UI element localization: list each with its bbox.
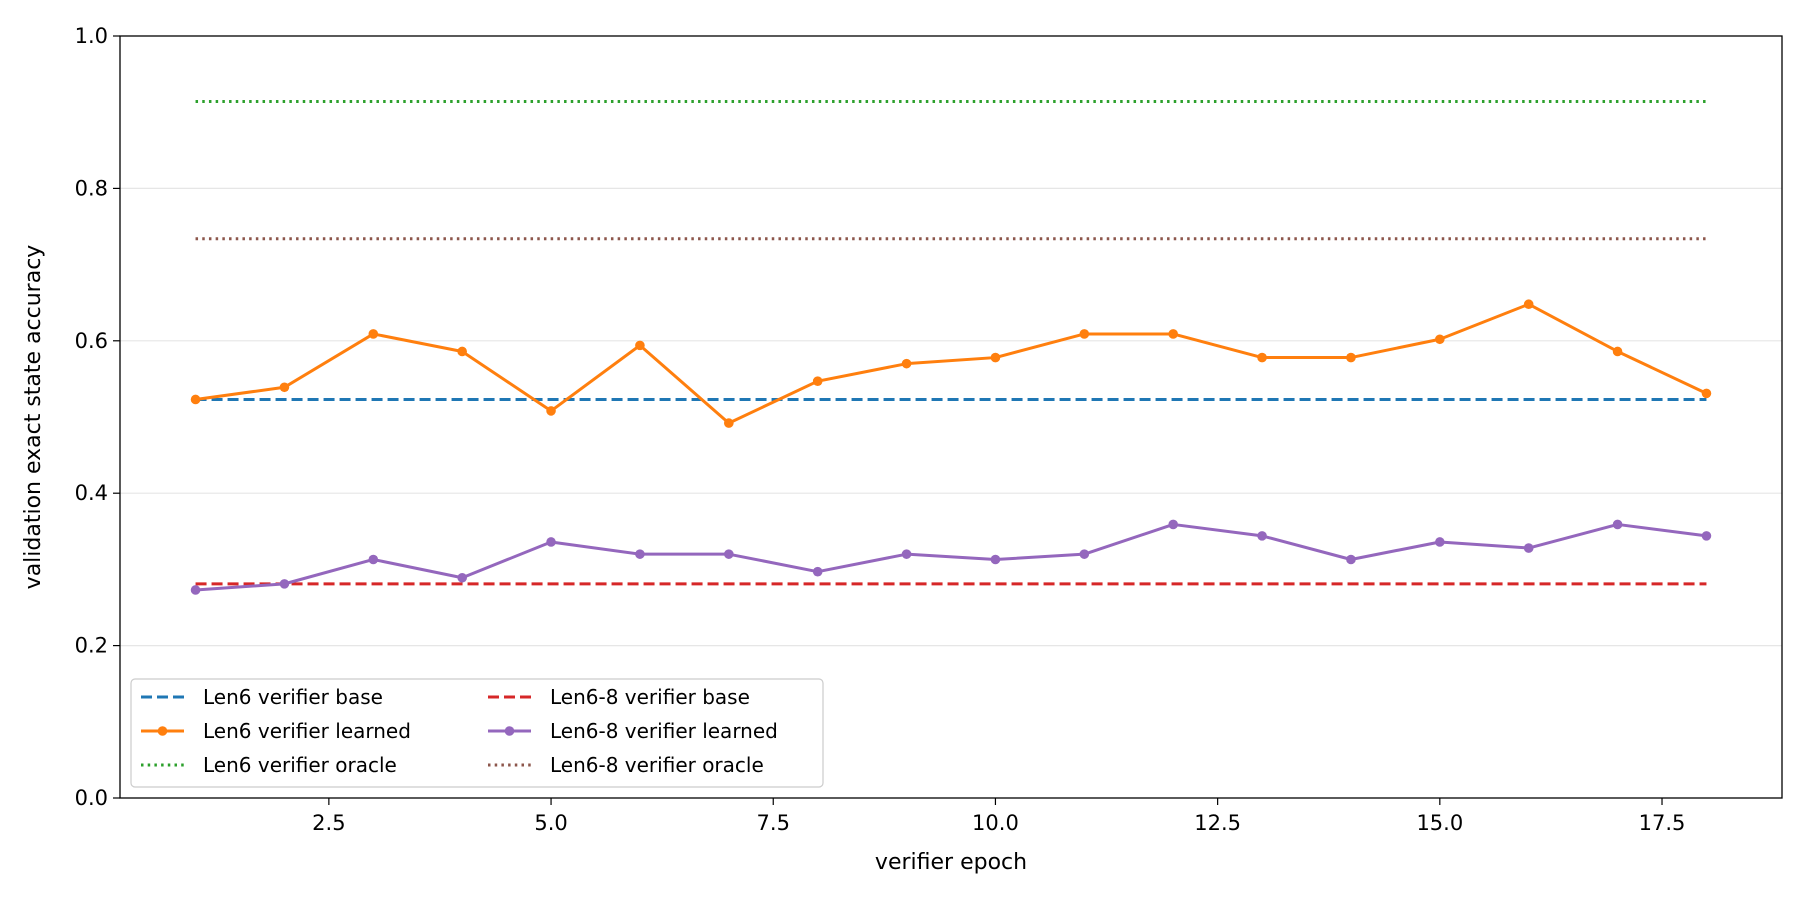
data-point [368,554,379,565]
data-point [1612,519,1623,530]
legend-item: Len6 verifier oracle [141,753,397,777]
series-len6-8-verifier-learned [190,519,1712,595]
legend-label: Len6-8 verifier learned [550,719,778,743]
data-point [457,572,467,583]
data-point [1523,299,1534,310]
x-tick-label: 10.0 [972,811,1019,835]
data-point [546,406,556,416]
data-point [635,549,645,559]
data-point [279,382,290,393]
data-point [812,566,823,577]
data-point [190,394,201,405]
data-point [724,549,734,559]
series-line [195,302,1708,425]
y-tick-label: 0.0 [75,786,108,810]
data-point [1168,329,1178,339]
data-point [635,340,645,351]
data-point [546,537,556,547]
legend-label: Len6 verifier learned [203,719,411,743]
series-len6-verifier-learned [190,299,1712,428]
data-point [1346,554,1356,565]
data-point [1168,519,1178,530]
data-point [1612,346,1623,357]
data-point [990,554,1001,565]
data-point [279,579,290,589]
data-point [1257,531,1267,541]
data-point [1435,537,1445,547]
data-point [1079,329,1090,339]
data-point [368,329,379,339]
legend-label: Len6 verifier oracle [203,753,397,777]
x-tick-label: 5.0 [534,811,567,835]
legend-label: Len6-8 verifier oracle [550,753,764,777]
legend-box [130,678,824,788]
legend-label: Len6 verifier base [203,685,383,709]
data-point [901,549,912,559]
data-point [901,358,912,369]
legend-marker [504,726,515,736]
data-point [1523,543,1534,553]
y-axis-label: validation exact state accuracy [21,245,46,590]
series-lines [190,100,1712,595]
legend-item: Len6-8 verifier base [488,685,750,709]
y-tick-label: 0.6 [75,329,108,353]
x-tick-label: 12.5 [1194,811,1241,835]
legend-item: Len6-8 verifier learned [488,719,778,743]
data-point [190,585,201,595]
data-point [724,418,734,428]
y-tick-label: 0.8 [75,176,108,200]
x-tick-label: 7.5 [757,811,790,835]
data-point [1701,531,1712,541]
y-tick-label: 0.4 [75,481,108,505]
legend-item: Len6 verifier learned [141,719,411,743]
data-point [1435,334,1445,345]
series-line [195,522,1707,592]
data-point [1079,549,1090,559]
data-point [1701,388,1712,399]
grid-lines [120,187,1782,647]
x-axis-label: verifier epoch [875,850,1027,875]
x-tick-label: 15.0 [1416,811,1463,835]
legend-item: Len6-8 verifier oracle [488,753,764,777]
legend-label: Len6-8 verifier base [550,685,750,709]
legend-item: Len6 verifier base [141,685,383,709]
y-tick-label: 1.0 [75,24,108,48]
axis-ticks: 0.0 0.2 0.4 0.6 0.8 1.0 2.5 5.0 7.5 10.0 12.5 15.0 1… [75,24,1686,835]
x-tick-label: 17.5 [1639,811,1686,835]
plot-frame [119,35,1783,799]
x-tick-label: 2.5 [312,811,345,835]
data-point [457,346,467,357]
legend-marker [157,726,168,736]
data-point [1346,352,1356,363]
legend: Len6 verifier base Len6 verifier learned L… [130,678,824,788]
data-point [812,376,823,386]
data-point [1257,352,1267,363]
data-point [990,352,1001,363]
y-tick-label: 0.2 [75,634,108,658]
